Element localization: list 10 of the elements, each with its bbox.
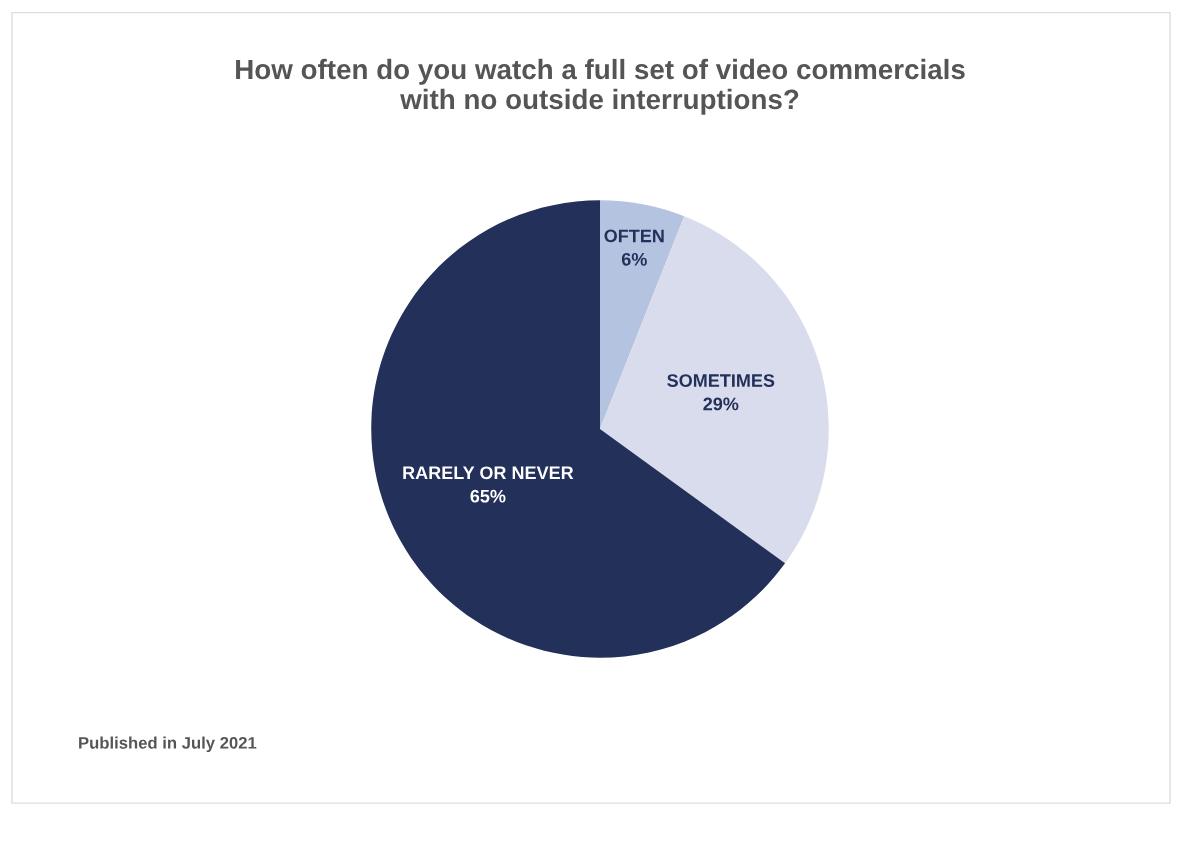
slice-label: SOMETIMES bbox=[667, 374, 775, 387]
data-label: 29% bbox=[703, 397, 739, 411]
data-label: 6% bbox=[621, 252, 647, 266]
pie-slice bbox=[371, 200, 786, 658]
text: Published in July 2021 bbox=[79, 736, 257, 753]
pie-slice bbox=[600, 216, 829, 564]
data-label: 65% bbox=[470, 489, 506, 503]
chart-title: How often do you watch a full set of video commercials with no outside interruptions? bbox=[236, 58, 965, 115]
slice-label: OFTEN bbox=[604, 229, 664, 243]
slice-label: RARELY OR NEVER bbox=[403, 466, 574, 480]
